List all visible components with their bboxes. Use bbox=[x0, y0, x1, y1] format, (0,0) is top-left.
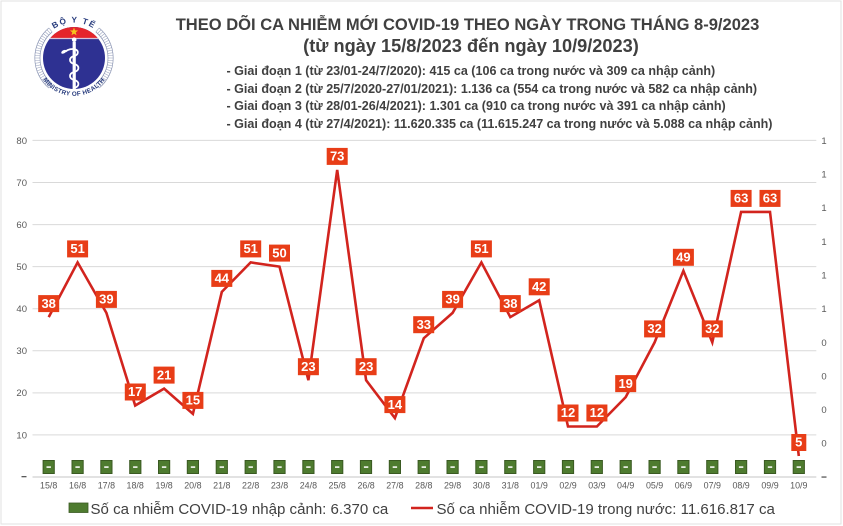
svg-text:BỘ Y TẾ: BỘ Y TẾ bbox=[50, 15, 98, 31]
svg-text:42: 42 bbox=[532, 279, 546, 294]
svg-text:38: 38 bbox=[41, 296, 55, 311]
svg-text:0: 0 bbox=[821, 439, 826, 450]
svg-text:30: 30 bbox=[16, 346, 27, 357]
svg-text:19/8: 19/8 bbox=[155, 480, 172, 490]
svg-text:32: 32 bbox=[705, 321, 719, 336]
svg-text:27/8: 27/8 bbox=[386, 480, 403, 490]
svg-text:14: 14 bbox=[388, 397, 403, 412]
svg-text:17: 17 bbox=[128, 384, 142, 399]
svg-text:24/8: 24/8 bbox=[300, 480, 317, 490]
svg-text:0: 0 bbox=[821, 405, 826, 416]
svg-text:23: 23 bbox=[359, 359, 373, 374]
svg-text:19: 19 bbox=[618, 376, 632, 391]
svg-text:1: 1 bbox=[821, 304, 826, 315]
svg-text:40: 40 bbox=[16, 304, 27, 315]
svg-text:63: 63 bbox=[734, 191, 748, 206]
svg-text:Số ca nhiễm COVID-19 trong nướ: Số ca nhiễm COVID-19 trong nước: 11.616.… bbox=[437, 501, 776, 518]
svg-text:05/9: 05/9 bbox=[646, 480, 663, 490]
svg-text:49: 49 bbox=[676, 250, 690, 265]
svg-text:17/8: 17/8 bbox=[98, 480, 115, 490]
svg-text:1: 1 bbox=[821, 203, 826, 214]
svg-text:08/9: 08/9 bbox=[732, 480, 749, 490]
svg-text:1: 1 bbox=[821, 237, 826, 248]
svg-text:26/8: 26/8 bbox=[357, 480, 374, 490]
svg-text:02/9: 02/9 bbox=[559, 480, 576, 490]
svg-text:0: 0 bbox=[821, 338, 826, 349]
svg-text:09/9: 09/9 bbox=[761, 480, 778, 490]
svg-text:39: 39 bbox=[445, 292, 459, 307]
svg-text:15: 15 bbox=[186, 393, 200, 408]
svg-text:39: 39 bbox=[99, 292, 113, 307]
svg-text:25/8: 25/8 bbox=[329, 480, 346, 490]
svg-text:70: 70 bbox=[16, 178, 27, 189]
svg-text:50: 50 bbox=[272, 245, 286, 260]
svg-text:22/8: 22/8 bbox=[242, 480, 259, 490]
svg-text:80: 80 bbox=[16, 136, 27, 147]
svg-text:23/8: 23/8 bbox=[271, 480, 288, 490]
svg-text:07/9: 07/9 bbox=[704, 480, 721, 490]
svg-text:10: 10 bbox=[16, 430, 27, 441]
svg-text:Số ca nhiễm COVID-19 nhập cảnh: Số ca nhiễm COVID-19 nhập cảnh: 6.370 ca bbox=[91, 501, 389, 518]
svg-text:23: 23 bbox=[301, 359, 315, 374]
svg-text:20: 20 bbox=[16, 388, 27, 399]
svg-text:04/9: 04/9 bbox=[617, 480, 634, 490]
svg-text:03/9: 03/9 bbox=[588, 480, 605, 490]
svg-text:33: 33 bbox=[417, 317, 431, 332]
svg-text:50: 50 bbox=[16, 262, 27, 273]
svg-text:51: 51 bbox=[474, 241, 488, 256]
svg-text:28/8: 28/8 bbox=[415, 480, 432, 490]
svg-text:60: 60 bbox=[16, 220, 27, 231]
svg-text:29/8: 29/8 bbox=[444, 480, 461, 490]
svg-text:1: 1 bbox=[821, 136, 826, 147]
svg-text:16/8: 16/8 bbox=[69, 480, 86, 490]
svg-text:30/8: 30/8 bbox=[473, 480, 490, 490]
svg-text:06/9: 06/9 bbox=[675, 480, 692, 490]
svg-text:1: 1 bbox=[821, 170, 826, 181]
svg-text:21: 21 bbox=[157, 367, 171, 382]
svg-text:18/8: 18/8 bbox=[127, 480, 144, 490]
svg-text:38: 38 bbox=[503, 296, 517, 311]
svg-text:01/9: 01/9 bbox=[531, 480, 548, 490]
svg-text:32: 32 bbox=[647, 321, 661, 336]
svg-text:5: 5 bbox=[795, 435, 802, 450]
svg-text:20/8: 20/8 bbox=[184, 480, 201, 490]
svg-text:31/8: 31/8 bbox=[502, 480, 519, 490]
svg-text:10/9: 10/9 bbox=[790, 480, 807, 490]
svg-text:12: 12 bbox=[561, 405, 575, 420]
svg-text:51: 51 bbox=[243, 241, 257, 256]
svg-text:73: 73 bbox=[330, 149, 344, 164]
svg-text:51: 51 bbox=[70, 241, 84, 256]
svg-text:0: 0 bbox=[821, 371, 826, 382]
svg-text:15/8: 15/8 bbox=[40, 480, 57, 490]
svg-text:21/8: 21/8 bbox=[213, 480, 230, 490]
svg-text:63: 63 bbox=[763, 191, 777, 206]
svg-text:1: 1 bbox=[821, 270, 826, 281]
svg-text:44: 44 bbox=[215, 271, 230, 286]
svg-text:12: 12 bbox=[590, 405, 604, 420]
